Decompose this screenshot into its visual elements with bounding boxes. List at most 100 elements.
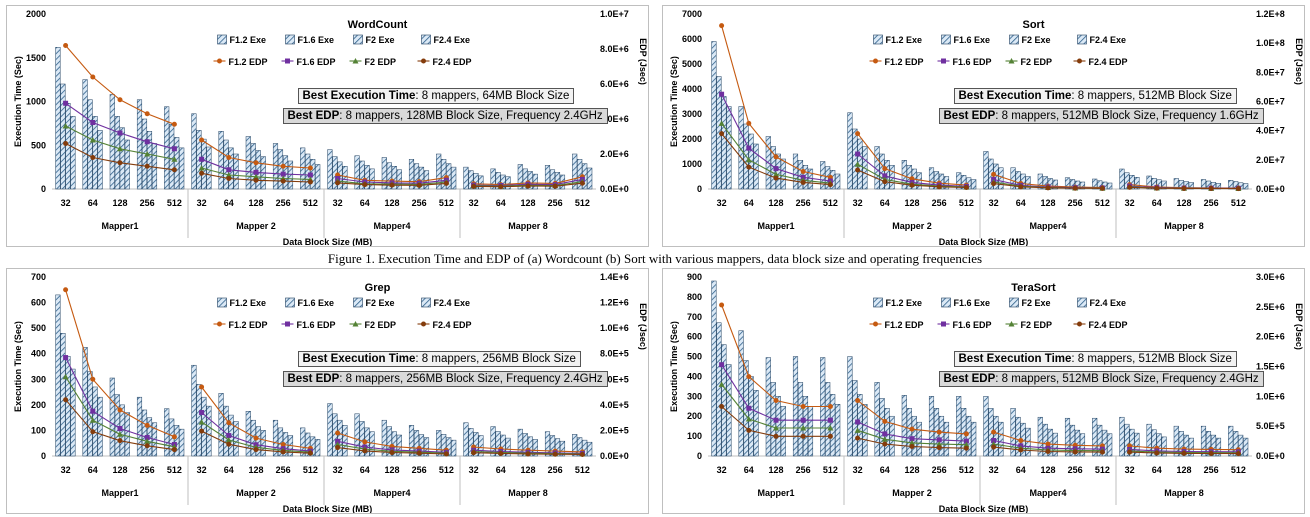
y-tick-label: 6000 xyxy=(682,34,702,44)
exe-bar xyxy=(277,149,284,190)
exe-bar xyxy=(765,357,771,457)
edp-point xyxy=(719,131,725,137)
exe-bar xyxy=(478,435,484,457)
x-tick-label: 512 xyxy=(303,465,318,475)
y-axis-title: Execution Time (Sec) xyxy=(669,321,679,412)
exe-bar xyxy=(500,174,506,190)
exe-bar xyxy=(196,384,202,457)
x-tick-label: 128 xyxy=(248,198,263,208)
y-tick-label: 300 xyxy=(31,374,46,384)
edp-point xyxy=(171,434,177,440)
exe-bar xyxy=(780,158,786,190)
legend-exe-label: F2.4 Exe xyxy=(1090,35,1127,45)
exe-bar xyxy=(1178,180,1184,190)
edp-point xyxy=(773,154,779,160)
legend-edp-label: F1.2 EDP xyxy=(885,320,924,330)
exe-bar xyxy=(943,176,950,190)
x-tick-label: 32 xyxy=(853,198,863,208)
edp-point xyxy=(718,381,725,387)
y-tick-label: 5000 xyxy=(682,59,702,69)
x-tick-label: 64 xyxy=(224,198,234,208)
exe-bar xyxy=(408,425,415,457)
edp-point xyxy=(144,139,150,145)
legend-edp-marker xyxy=(285,58,290,64)
edp-point xyxy=(579,451,585,457)
edp-point xyxy=(171,447,177,453)
exe-bar xyxy=(418,434,425,457)
best-edp-annotation: Best EDP: 8 mappers, 512MB Block Size, F… xyxy=(938,371,1264,387)
edp-point xyxy=(855,131,861,137)
exe-bar xyxy=(327,403,333,457)
legend-exe-swatch xyxy=(217,297,227,308)
edp-point xyxy=(63,141,69,146)
legend-edp-marker xyxy=(1008,58,1015,64)
legend-edp-label: F2.4 EDP xyxy=(433,57,472,67)
exe-bar xyxy=(532,439,538,457)
x-tick-label: 32 xyxy=(717,465,727,475)
edp-point xyxy=(855,419,861,425)
exe-bar xyxy=(463,166,469,190)
y-tick-label: 500 xyxy=(687,352,702,362)
edp-point xyxy=(909,436,915,442)
edp-point xyxy=(773,398,779,404)
y-tick-label: 300 xyxy=(687,391,702,401)
exe-bar xyxy=(250,143,256,190)
exe-bar xyxy=(1079,181,1086,190)
x-tick-label: 32 xyxy=(61,465,71,475)
exe-bar xyxy=(956,396,962,457)
exe-bar xyxy=(1228,425,1234,457)
x-axis-title: Data Block Size (MB) xyxy=(283,237,373,246)
y-tick-label: 900 xyxy=(687,272,702,282)
edp-point xyxy=(827,424,834,431)
exe-bar xyxy=(517,428,523,457)
exe-bar xyxy=(933,171,940,190)
exe-bar xyxy=(70,116,76,190)
exe-bar xyxy=(364,165,370,190)
legend-exe-swatch xyxy=(1077,297,1087,308)
edp-point xyxy=(909,439,915,446)
exe-bar xyxy=(65,356,71,457)
edp-point xyxy=(1045,441,1051,447)
edp-point xyxy=(199,428,205,434)
best-execution-annotation: Best Execution Time: 8 mappers, 64MB Blo… xyxy=(297,88,575,104)
y2-tick-label: 8.0E+5 xyxy=(600,349,629,359)
exe-bar xyxy=(879,398,885,457)
exe-bar xyxy=(451,166,457,190)
exe-bar xyxy=(1015,416,1021,457)
x-tick-label: 512 xyxy=(167,198,182,208)
edp-point xyxy=(253,169,259,175)
y2-tick-label: 6.0E+6 xyxy=(600,79,629,89)
exe-bar xyxy=(342,166,348,190)
edp-point xyxy=(800,433,806,439)
exe-bar xyxy=(1146,175,1152,190)
edp-point xyxy=(280,178,286,184)
exe-bar xyxy=(463,422,469,457)
exe-bar xyxy=(201,138,207,190)
chart-panel-grep: 0 100 200 300 400 500 600 700 0.0E+0 2.0E+5 4.0E+5… xyxy=(6,268,649,514)
exe-bar xyxy=(300,427,306,457)
exe-bar xyxy=(255,426,261,457)
exe-bar xyxy=(97,396,103,457)
exe-bar xyxy=(191,364,197,457)
exe-bar xyxy=(436,153,442,190)
legend-exe-label: F2 Exe xyxy=(1022,35,1051,45)
x-tick-label: 256 xyxy=(1068,465,1083,475)
exe-bar xyxy=(478,175,484,190)
edp-point xyxy=(198,165,205,171)
figure-caption: Figure 1. Execution Time and EDP of (a) … xyxy=(327,251,983,266)
edp-point xyxy=(280,163,286,169)
exe-bar xyxy=(468,170,474,190)
edp-point xyxy=(198,419,205,425)
exe-bar xyxy=(260,430,266,457)
exe-bar xyxy=(505,437,511,457)
exe-bar xyxy=(223,405,229,457)
y-tick-label: 1000 xyxy=(26,97,46,107)
exe-bar xyxy=(223,139,229,190)
exe-bar xyxy=(436,430,442,457)
x-tick-label: 64 xyxy=(88,465,98,475)
edp-point xyxy=(280,441,286,447)
edp-point xyxy=(552,451,558,457)
edp-point xyxy=(89,137,96,143)
edp-point xyxy=(773,433,779,439)
exe-bar xyxy=(716,322,722,457)
